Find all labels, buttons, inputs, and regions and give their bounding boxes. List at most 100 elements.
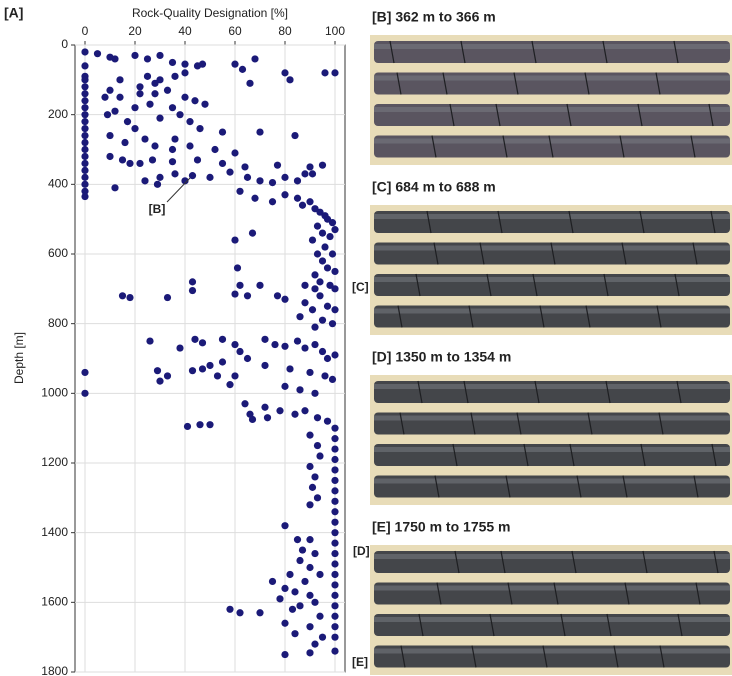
data-point	[214, 372, 221, 379]
data-point	[269, 179, 276, 186]
data-point	[306, 536, 313, 543]
data-point	[331, 592, 338, 599]
core-highlight	[374, 309, 730, 314]
data-point	[244, 292, 251, 299]
data-point	[81, 167, 88, 174]
data-point	[176, 111, 183, 118]
panel-title: [C] 684 m to 688 m	[372, 179, 496, 195]
core-highlight	[374, 586, 730, 591]
data-point	[199, 61, 206, 68]
data-point	[281, 651, 288, 658]
data-point	[331, 456, 338, 463]
data-point	[274, 292, 281, 299]
data-point	[316, 452, 323, 459]
data-point	[271, 341, 278, 348]
data-point	[116, 76, 123, 83]
data-point	[206, 421, 213, 428]
data-point	[296, 386, 303, 393]
data-point	[81, 125, 88, 132]
data-point	[121, 139, 128, 146]
data-point	[169, 59, 176, 66]
data-point	[311, 641, 318, 648]
data-point	[81, 111, 88, 118]
data-point	[256, 128, 263, 135]
data-point	[181, 94, 188, 101]
data-point	[314, 442, 321, 449]
data-point	[316, 292, 323, 299]
annotation: [D]	[353, 544, 370, 558]
data-point	[219, 358, 226, 365]
data-point	[296, 602, 303, 609]
data-point	[171, 73, 178, 80]
data-point	[324, 264, 331, 271]
data-point	[301, 407, 308, 414]
data-point	[321, 243, 328, 250]
core-highlight	[374, 554, 730, 559]
data-point	[244, 355, 251, 362]
data-point	[324, 355, 331, 362]
data-point	[319, 230, 326, 237]
data-point	[291, 411, 298, 418]
data-point	[156, 52, 163, 59]
y-tick-label: 0	[61, 37, 68, 51]
data-point	[226, 606, 233, 613]
data-point	[331, 69, 338, 76]
core-highlight	[374, 76, 730, 81]
data-point	[331, 508, 338, 515]
data-point	[196, 125, 203, 132]
data-point	[331, 498, 338, 505]
data-point	[124, 118, 131, 125]
data-point	[176, 344, 183, 351]
data-point	[81, 153, 88, 160]
panel-title: [D] 1350 m to 1354 m	[372, 349, 511, 365]
data-point	[269, 198, 276, 205]
data-point	[301, 170, 308, 177]
data-point	[309, 484, 316, 491]
data-point	[136, 160, 143, 167]
annotation: [E]	[352, 655, 368, 669]
data-point	[226, 169, 233, 176]
data-point	[244, 174, 251, 181]
data-point	[309, 236, 316, 243]
data-point	[171, 170, 178, 177]
data-point	[189, 278, 196, 285]
data-point	[151, 142, 158, 149]
data-point	[281, 522, 288, 529]
data-point	[331, 306, 338, 313]
data-point	[331, 425, 338, 432]
data-point	[306, 501, 313, 508]
data-point	[81, 48, 88, 55]
data-point	[291, 132, 298, 139]
y-tick-label: 1800	[41, 664, 68, 676]
data-point	[286, 571, 293, 578]
data-point	[131, 52, 138, 59]
data-point	[314, 250, 321, 257]
data-point	[306, 163, 313, 170]
data-point	[81, 97, 88, 104]
data-point	[144, 55, 151, 62]
data-point	[219, 128, 226, 135]
y-tick-label: 400	[48, 177, 68, 191]
data-point	[311, 390, 318, 397]
data-point	[234, 264, 241, 271]
data-point	[331, 285, 338, 292]
data-point	[311, 341, 318, 348]
data-point	[231, 290, 238, 297]
data-point	[281, 296, 288, 303]
data-point	[191, 97, 198, 104]
core-highlight	[374, 416, 730, 421]
core-highlight	[374, 479, 730, 484]
data-point	[316, 278, 323, 285]
data-point	[331, 540, 338, 547]
data-point	[281, 343, 288, 350]
x-tick-label: 0	[82, 24, 89, 38]
data-point	[281, 69, 288, 76]
data-point	[299, 546, 306, 553]
data-point	[281, 191, 288, 198]
panel-title: [E] 1750 m to 1755 m	[372, 519, 511, 535]
data-point	[316, 613, 323, 620]
data-point	[294, 195, 301, 202]
chart: [A] Rock-Quality Designation [%] Depth […	[0, 0, 732, 676]
data-point	[111, 184, 118, 191]
data-point	[319, 634, 326, 641]
